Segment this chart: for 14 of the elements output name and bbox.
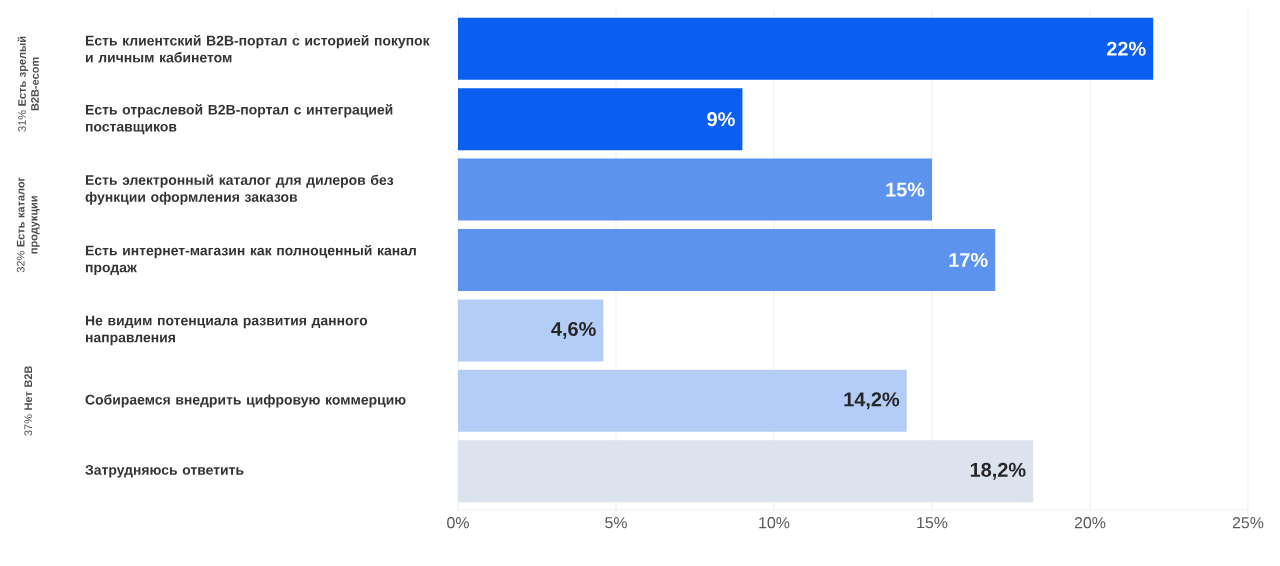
data-label: 22% xyxy=(1106,41,1146,56)
bar xyxy=(458,369,907,432)
bar xyxy=(458,440,1034,503)
data-label: 18,2% xyxy=(970,462,1026,480)
data-label: 9% xyxy=(707,112,735,127)
bar xyxy=(458,17,1154,80)
bar xyxy=(458,229,996,292)
bar xyxy=(458,88,743,151)
bar xyxy=(458,299,604,362)
data-label: 15% xyxy=(886,182,925,197)
data-label: 4,6% xyxy=(551,321,596,339)
bar xyxy=(458,158,933,221)
data-label: 14,2% xyxy=(844,392,900,410)
data-label: 17% xyxy=(949,252,988,268)
